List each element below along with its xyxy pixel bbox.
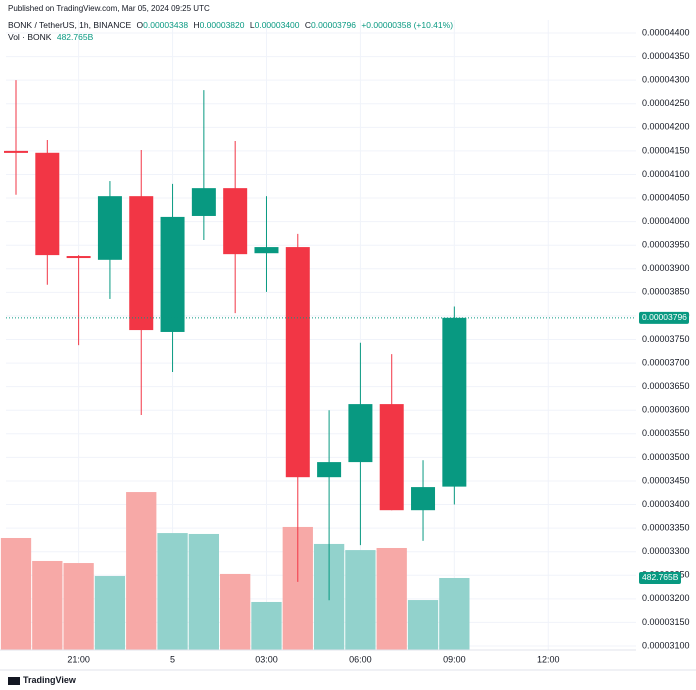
x-tick-label: 09:00 (443, 654, 466, 664)
last-price-box (639, 311, 689, 324)
y-tick-label: 0.00003900 (642, 263, 690, 273)
ohlc-value: 0.00003400 (254, 20, 300, 30)
y-tick-label: 0.00004050 (642, 192, 690, 202)
volume-box (639, 571, 681, 584)
y-tick-label: 0.00003100 (642, 640, 690, 650)
volume-bar (126, 492, 157, 650)
y-tick-label: 0.00004400 (642, 27, 690, 37)
candle-body (35, 152, 60, 256)
candle-body (160, 216, 185, 332)
candle-body (442, 317, 467, 487)
y-tick-label: 0.00003450 (642, 475, 690, 485)
brand-logo (8, 676, 20, 685)
volume-legend: Vol · BONK 482.765B (8, 32, 96, 42)
candle-body (97, 196, 122, 260)
y-tick-label: 0.00003150 (642, 617, 690, 627)
volume-bar (439, 577, 470, 650)
candle-body (411, 487, 436, 511)
change: +0.00000358 (+10.41%) (361, 20, 454, 30)
y-tick-label: 0.00003950 (642, 240, 690, 250)
x-tick-label: 12:00 (537, 654, 560, 664)
candle-body (191, 188, 216, 216)
ohlc-key: C (304, 20, 312, 30)
candle-body (285, 247, 310, 478)
y-tick-label: 0.00003300 (642, 546, 690, 556)
y-tick-label: 0.00003700 (642, 357, 690, 367)
ohlc-key: O (136, 20, 144, 30)
last-price-label: 0.00003796 (642, 312, 687, 322)
ohlc-value: 0.00003438 (143, 20, 189, 30)
symbol: BONK / TetherUS, 1h, BINANCE (8, 20, 132, 30)
volume-bar (188, 533, 220, 650)
volume-bar (32, 560, 63, 650)
y-tick-label: 0.00004150 (642, 145, 690, 155)
x-tick-label: 03:00 (255, 654, 278, 664)
y-tick-label: 0.00003400 (642, 499, 690, 509)
volume-bar (407, 600, 439, 650)
candle-body (4, 150, 28, 153)
volume-bar (0, 537, 32, 650)
ohlc-value: 0.00003820 (199, 20, 245, 30)
volume-label: 482.765B (642, 572, 679, 582)
candle-body (379, 404, 404, 511)
candle-body (129, 196, 154, 331)
y-tick-label: 0.00003200 (642, 593, 690, 603)
y-tick-label: 0.00003600 (642, 405, 690, 415)
volume-bar (251, 601, 282, 650)
y-tick-label: 0.00004100 (642, 169, 690, 179)
y-tick-label: 0.00003650 (642, 381, 690, 391)
published-note: Published on TradingView.com, Mar 05, 20… (8, 4, 210, 13)
candle-body (66, 256, 91, 259)
y-tick-label: 0.00004350 (642, 51, 690, 61)
x-tick-label: 06:00 (349, 654, 372, 664)
brand: TradingView (8, 675, 79, 685)
volume-value: 482.765B (56, 32, 94, 42)
volume-bar (220, 573, 251, 650)
y-tick-label: 0.00003850 (642, 287, 690, 297)
ohlc-key: H (193, 20, 200, 30)
y-tick-label: 0.00003500 (642, 452, 690, 462)
ohlc-key: L (249, 20, 255, 30)
y-tick-label: 0.00004000 (642, 216, 690, 226)
x-tick-label: 5 (170, 654, 175, 664)
volume-bar (345, 550, 376, 650)
y-tick-label: 0.00004200 (642, 122, 690, 132)
legend-row: BONK / TetherUS, 1h, BINANCE O0.00003438… (8, 20, 456, 30)
candle-body (348, 404, 373, 463)
volume-bar (157, 533, 188, 650)
candle-body (223, 188, 248, 255)
y-tick-label: 0.00003350 (642, 522, 690, 532)
volume-bar (94, 576, 126, 650)
y-tick-label: 0.00004250 (642, 98, 690, 108)
volume-bar (376, 547, 407, 650)
volume-bar (63, 563, 94, 650)
volume-name: Vol · BONK (8, 32, 52, 42)
candle-body (254, 247, 279, 254)
y-tick-label: 0.00004300 (642, 75, 690, 85)
ohlc-value: 0.00003796 (311, 20, 356, 30)
y-tick-label: 0.00003550 (642, 428, 690, 438)
y-tick-label: 0.00003750 (642, 334, 690, 344)
brand-name: TradingView (23, 675, 76, 685)
x-tick-label: 21:00 (67, 654, 90, 664)
candle-body (317, 462, 342, 478)
